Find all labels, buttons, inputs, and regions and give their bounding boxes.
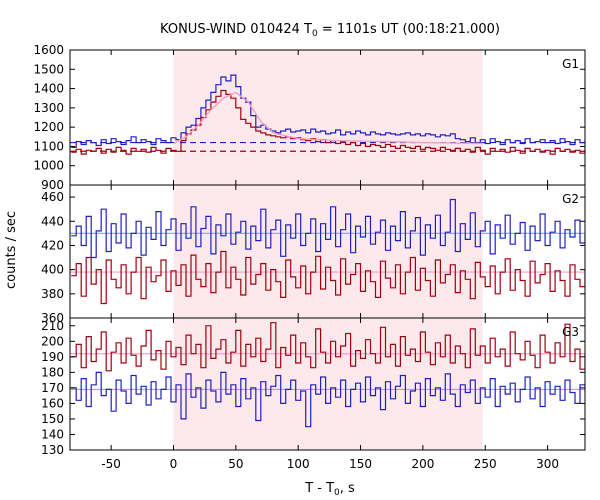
panel-g2-y-tick-label: 420 xyxy=(41,238,64,252)
x-tick-label: 300 xyxy=(536,457,559,471)
panel-g1-y-tick-label: 1000 xyxy=(33,159,64,173)
panel-g3-y-tick-label: 140 xyxy=(41,427,64,441)
panel-g2-y-tick-label: 460 xyxy=(41,190,64,204)
panel-g2-label: G2 xyxy=(562,192,579,206)
panel-g3-y-tick-label: 180 xyxy=(41,365,64,379)
panel-g1-blue-series xyxy=(71,74,585,148)
x-axis-label: T - T0, s xyxy=(304,481,355,498)
panel-g3-y-tick-label: 130 xyxy=(41,443,64,457)
y-axis-label: counts / sec xyxy=(4,211,19,289)
x-tick-label: -50 xyxy=(101,457,121,471)
panel-g1-y-tick-label: 1300 xyxy=(33,101,64,115)
panel-g2-y-tick-label: 360 xyxy=(41,311,64,325)
x-tick-label: 200 xyxy=(411,457,434,471)
panel-g2-y-tick-label: 440 xyxy=(41,214,64,228)
panel-g3-red-series xyxy=(71,322,585,372)
panel-g1-y-tick-label: 1200 xyxy=(33,120,64,134)
x-tick-label: 50 xyxy=(228,457,243,471)
x-tick-label: 150 xyxy=(349,457,372,471)
x-tick-label: 250 xyxy=(474,457,497,471)
panel-g2-red-series xyxy=(71,250,585,305)
panel-g3-blue-series xyxy=(71,371,585,428)
panel-g3-y-tick-label: 210 xyxy=(41,319,64,333)
panel-g2-plot xyxy=(70,198,585,305)
panel-g1-y-tick-label: 1100 xyxy=(33,139,64,153)
panel-g1-y-tick-label: 1400 xyxy=(33,82,64,96)
panel-g2-y-tick-label: 400 xyxy=(41,263,64,277)
panel-g1-plot xyxy=(70,74,585,155)
x-tick-label: 0 xyxy=(170,457,178,471)
panel-g1-y-tick-label: 900 xyxy=(41,178,64,192)
panel-g1-label: G1 xyxy=(562,57,579,71)
panel-g3-y-tick-label: 160 xyxy=(41,396,64,410)
panel-g3-plot xyxy=(70,322,585,428)
panel-g1-fit-curve xyxy=(173,91,483,145)
panel-g1-y-tick-label: 1500 xyxy=(33,62,64,76)
panel-g3-y-tick-label: 190 xyxy=(41,350,64,364)
panel-g3-label: G3 xyxy=(562,325,579,339)
x-tick-label: 100 xyxy=(287,457,310,471)
panel-g3-y-tick-label: 150 xyxy=(41,412,64,426)
panel-g3-y-tick-label: 200 xyxy=(41,334,64,348)
panel-g1-red-series xyxy=(71,89,585,155)
panel-g3-frame xyxy=(69,317,586,451)
chart-title: KONUS-WIND 010424 T0 = 1101s UT (00:18:2… xyxy=(160,22,500,39)
panel-g2-blue-series xyxy=(71,198,585,259)
highlight-band xyxy=(173,50,483,450)
panel-g2-y-tick-label: 380 xyxy=(41,287,64,301)
panel-g1-y-tick-label: 1600 xyxy=(33,43,64,57)
panel-g3-y-tick-label: 170 xyxy=(41,381,64,395)
